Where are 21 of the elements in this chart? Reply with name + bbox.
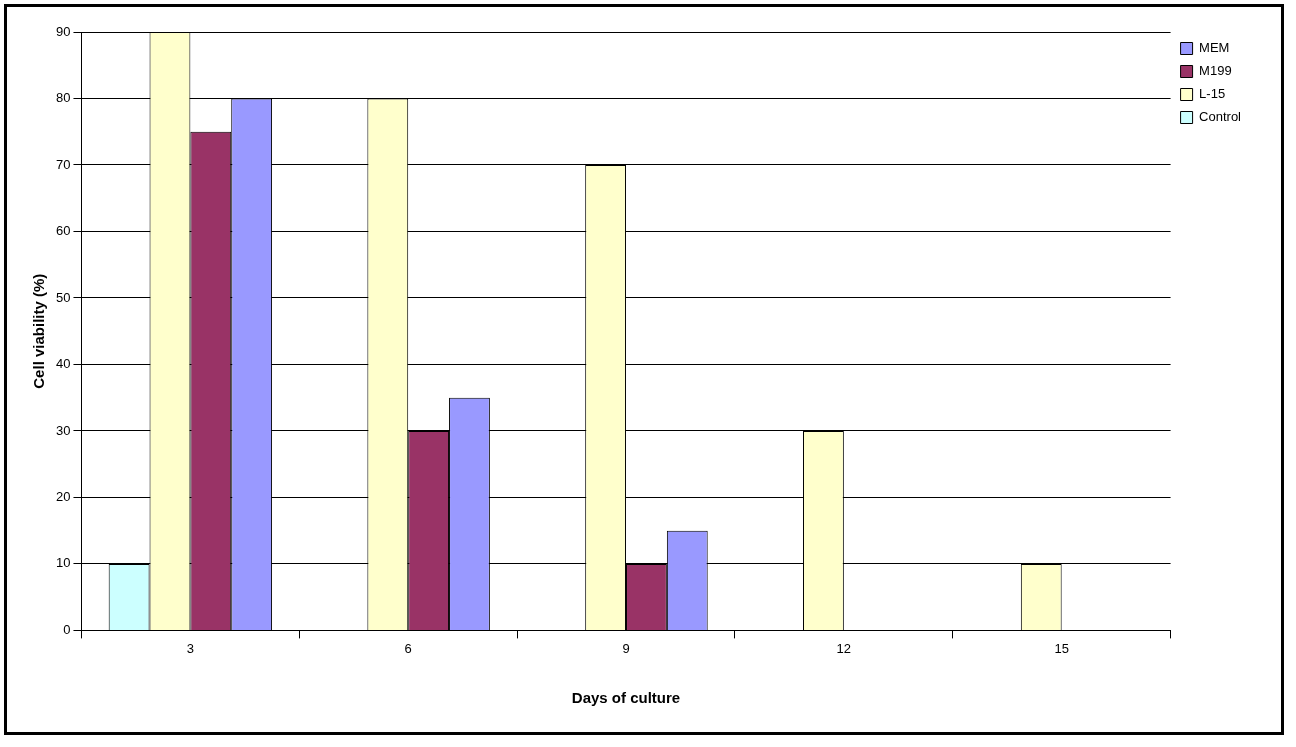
y-tick-label: 0 bbox=[63, 621, 71, 637]
x-axis-title: Days of culture bbox=[571, 689, 681, 707]
y-tick-label: 40 bbox=[55, 356, 71, 372]
y-tick-label: 90 bbox=[55, 23, 71, 39]
y-tick-label: 30 bbox=[55, 422, 71, 438]
y-tick-label: 50 bbox=[55, 289, 71, 305]
y-axis-title: Cell viability (%) bbox=[30, 273, 48, 389]
legend-label: M199 bbox=[1199, 63, 1232, 79]
x-tick-label: 9 bbox=[622, 640, 630, 656]
x-tick-label: 6 bbox=[404, 640, 412, 656]
x-tick-label: 12 bbox=[836, 640, 852, 656]
y-tick-label: 70 bbox=[55, 156, 71, 172]
y-tick-label: 80 bbox=[55, 90, 71, 106]
y-tick-label: 20 bbox=[55, 489, 71, 504]
y-tick-label: 60 bbox=[55, 223, 71, 239]
x-tick-label: 15 bbox=[1054, 640, 1069, 656]
legend-label: L-15 bbox=[1199, 86, 1226, 102]
x-tick-label: 3 bbox=[186, 640, 194, 656]
legend-label: Control bbox=[1199, 109, 1242, 125]
y-tick-label: 10 bbox=[55, 555, 71, 571]
legend-label: MEM bbox=[1199, 40, 1230, 56]
